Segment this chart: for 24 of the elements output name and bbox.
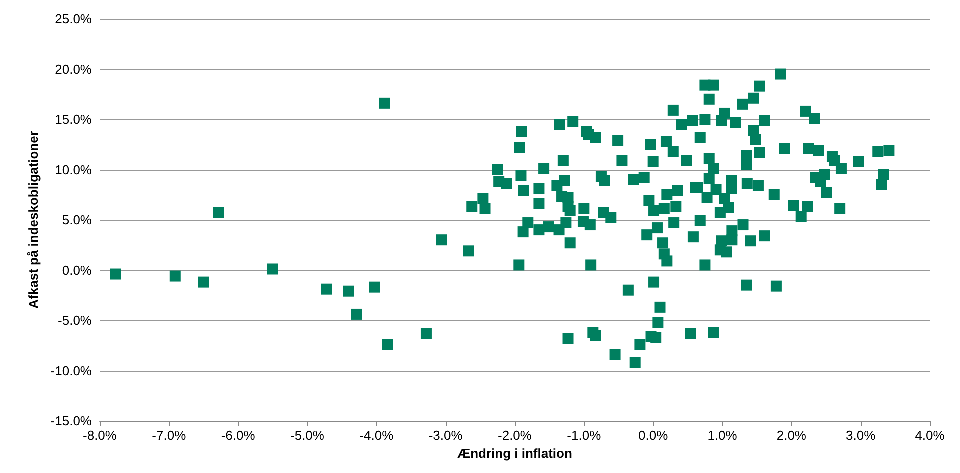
x-tick-label: 1.0% [708,428,738,443]
y-tick-label: 25.0% [55,12,92,26]
x-axis-title: Ændring i inflation [458,446,572,461]
x-tick-label: 0.0% [638,428,669,443]
y-tick-label: 5.0% [62,212,92,228]
x-tick-label: -6.0% [221,428,256,443]
x-tick-label: -3.0% [428,428,464,443]
y-tick-label: 10.0% [55,162,92,178]
y-tick-label: -10.0% [50,363,92,378]
y-tick-label: -15.0% [50,414,92,428]
x-tick-label: -1.0% [567,428,602,443]
x-tick-label: 2.0% [776,428,807,443]
x-tick-label: 3.0% [846,428,876,443]
y-tick-label: 15.0% [55,112,92,127]
y-tick-label: 20.0% [55,62,92,77]
x-tick-label: -5.0% [290,428,325,443]
y-tick-label: 0.0% [62,262,92,278]
y-tick-label: -5.0% [58,313,92,328]
x-tick-label: -7.0% [152,428,187,443]
x-tick-label: 4.0% [915,428,946,443]
x-tick-label: -4.0% [360,428,394,443]
y-axis-title: Afkast på indeskobligationer [26,131,41,309]
x-tick-label: -2.0% [498,428,532,443]
x-tick-label: -8.0% [83,428,118,443]
